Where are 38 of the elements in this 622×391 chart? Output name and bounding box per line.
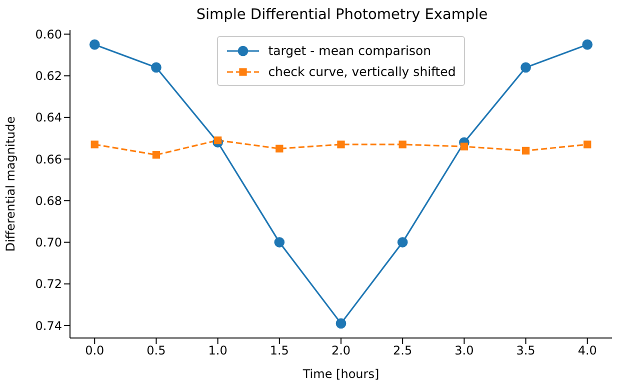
x-tick-label: 1.0 [208,344,228,358]
y-tick-label: 0.66 [35,152,62,166]
x-tick-label: 0.0 [85,344,104,358]
point [152,151,160,159]
y-tick-label: 0.68 [35,194,62,208]
y-tick-label: 0.60 [35,27,62,42]
point [151,62,162,73]
point [89,39,100,50]
legend-label: check curve, vertically shifted [268,64,456,79]
x-tick-label: 0.5 [146,344,166,358]
point [522,146,530,155]
x-tick-label: 3.0 [454,344,474,358]
point [90,140,98,148]
point [398,140,406,148]
point [337,140,345,148]
point [460,142,468,150]
x-tick-label: 1.5 [270,344,289,358]
y-axis-title: Differential magnitude [3,116,18,252]
legend-label: target - mean comparison [268,43,432,58]
point [274,237,285,248]
point [276,144,284,152]
point [582,39,593,50]
point [214,136,222,144]
y-tick-label: 0.62 [35,69,62,84]
x-axis-title: Time [hours] [302,367,380,381]
x-tick-label: 2.0 [331,344,351,358]
point [520,62,531,73]
x-tick-label: 4.0 [578,344,597,358]
y-tick-label: 0.70 [35,236,62,250]
y-tick-label: 0.64 [35,110,62,125]
x-tick-label: 2.5 [393,344,412,358]
y-tick-label: 0.72 [35,277,62,292]
chart-title: Simple Differential Photometry Example [195,7,489,23]
point [397,237,408,248]
x-tick-label: 3.5 [516,344,536,358]
point [584,140,592,148]
y-tick-label: 0.74 [35,318,62,333]
point [336,318,346,329]
